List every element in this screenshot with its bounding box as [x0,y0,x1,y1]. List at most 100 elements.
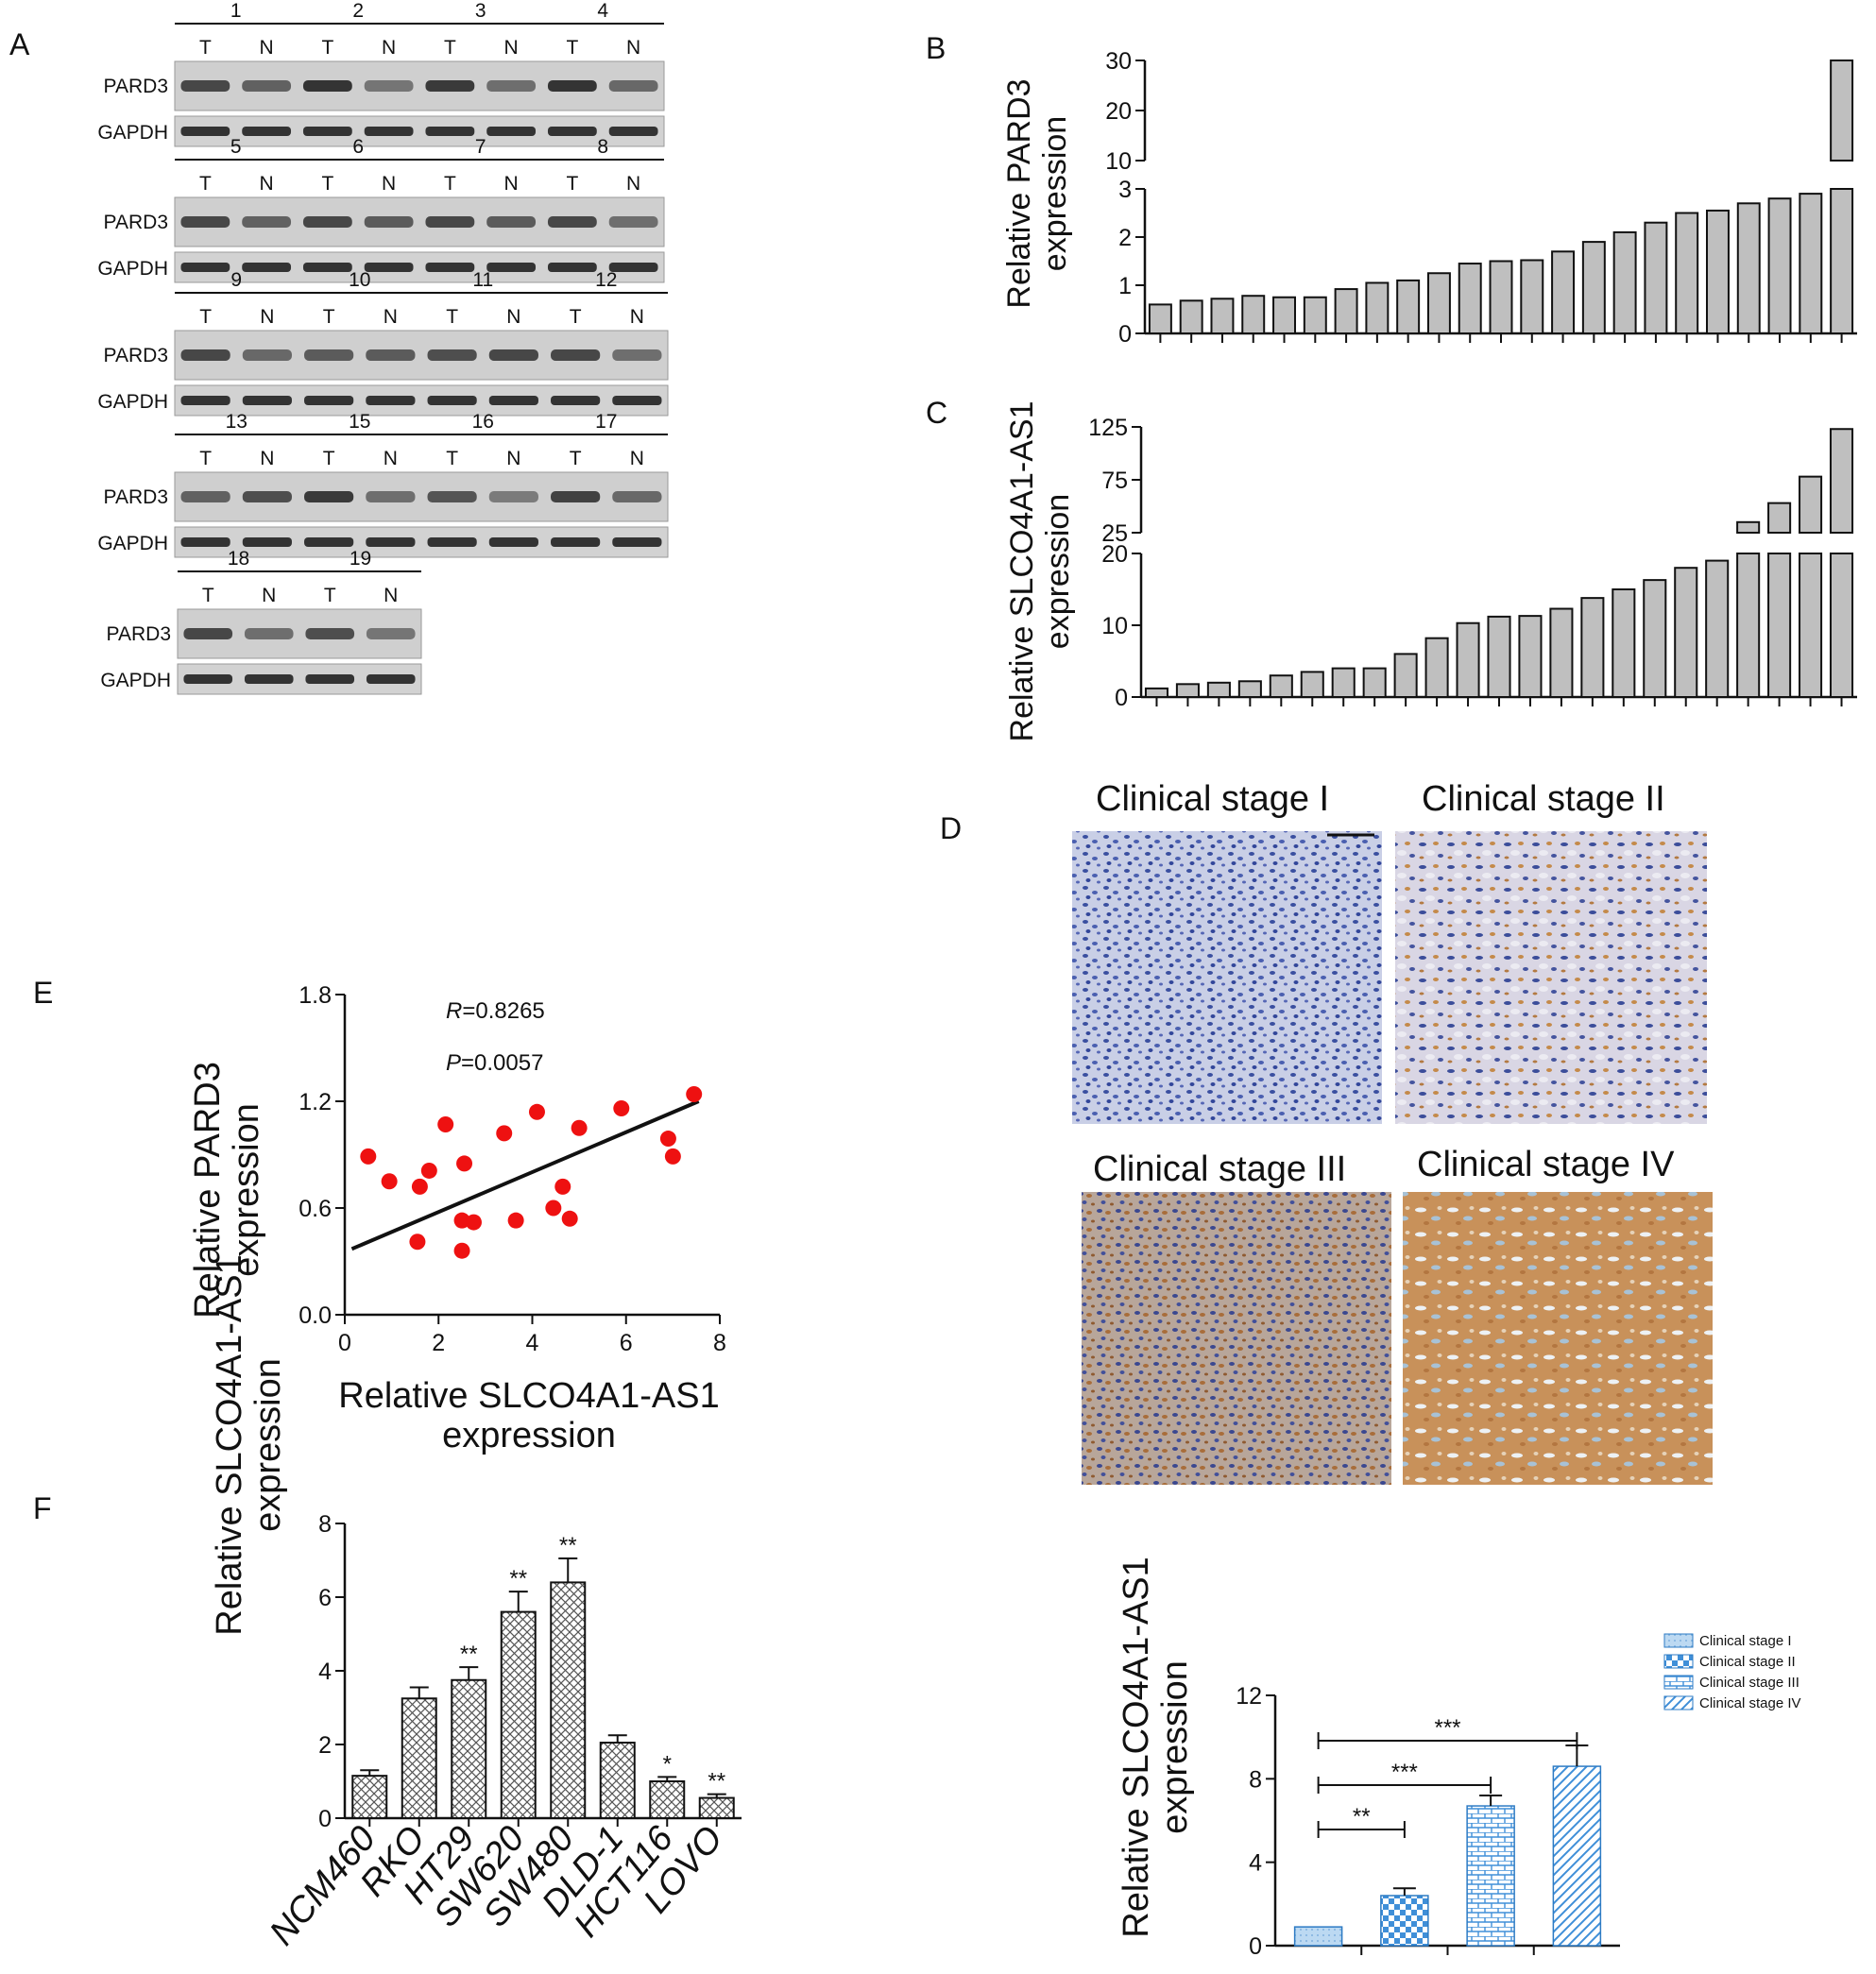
panel-label-b: B [926,31,946,65]
scatter-ylabel: Relative PARD3 [188,1062,228,1319]
blot-gapdh-label: GAPDH [97,533,168,554]
significance-star: ** [460,1642,478,1667]
blot-sample-number: 2 [352,0,364,22]
bar-lower-segment [1829,553,1854,698]
y-tick-label: 4 [1249,1850,1262,1877]
blot-sample-number: 17 [595,411,617,433]
blot-lane-tumor: T [570,448,582,469]
blot-gapdh-band [242,127,292,136]
blot-pard3-band [612,491,662,502]
blot-lane-tumor: T [323,306,335,328]
blot-pard3-band [612,349,662,361]
blot-pard3-band [302,80,352,92]
x-tick-label: 6 [620,1330,633,1356]
scatter-point [545,1200,562,1217]
blot-lane-tumor: T [199,306,212,328]
bar-cell-line [401,1697,437,1819]
legend-entry: Clinical stage IV [1699,1695,1801,1711]
bar [1706,209,1730,334]
bar [1518,615,1543,698]
blot-pard3-band [244,628,294,639]
blot-lane-normal: N [626,37,640,59]
blot-gapdh-band [304,396,354,405]
y-tick-label: 12 [1236,1683,1262,1710]
bar [1179,299,1203,335]
blot-sample-number: 11 [472,269,493,291]
blot-gapdh-band [180,127,230,136]
bar [1581,241,1606,335]
bar [1736,202,1761,334]
blot-pard3-band [608,216,658,228]
blot-sample-number: 19 [350,548,371,570]
bar [1269,674,1293,699]
scatter-xlabel-2: expression [442,1416,616,1455]
blot-sample-number: 4 [597,0,608,22]
bar-upper-segment [1830,60,1854,162]
legend-swatch [1663,1654,1694,1669]
cellline-ylabel: Relative SLCO4A1-AS1 [210,1254,249,1635]
scatter-point [664,1148,681,1165]
blot-pard3-band [180,349,230,361]
blot-sample-number: 6 [352,136,364,158]
significance-star: ** [708,1769,725,1795]
x-tick-label: 2 [432,1330,445,1356]
blot-sample-number: 8 [597,136,608,158]
ihc-image-stage-1 [1072,831,1382,1124]
blot-sample-number: 9 [230,269,242,291]
blot-sample-number: 7 [475,136,486,158]
blot-gapdh-band [366,674,416,684]
scatter-r-annotation: R=0.8265 [446,998,545,1024]
ihc-title-1: Clinical stage I [1096,779,1329,819]
blot-sample-number: 16 [472,411,494,433]
blot-pard3-band [551,349,601,361]
bar [1241,295,1266,334]
panel-label-d: D [940,811,962,845]
bar-cell-line [500,1610,537,1819]
bar [1458,263,1482,334]
significance-label: *** [1434,1715,1460,1741]
blot-pard3-band [242,80,292,92]
bar [1767,197,1792,334]
bar [1148,303,1172,334]
scatter-point [420,1162,437,1179]
blot-gapdh-band [486,127,537,136]
slco4a1-ylabel: Relative SLCO4A1-AS1 [1004,401,1040,742]
blot-lane-normal: N [504,173,519,195]
blot-gapdh-band [427,396,477,405]
blot-gapdh-band [242,263,292,272]
bar-stage [1380,1895,1429,1947]
blot-gapdh-band [425,263,475,272]
blot-gapdh-band [608,127,658,136]
blot-gapdh-band [612,537,662,547]
regression-line [350,1099,700,1251]
scatter-xlabel: Relative SLCO4A1-AS1 [338,1376,719,1416]
bar [1551,250,1576,334]
blot-pard3-band [242,491,292,502]
y-tick-label: 0.6 [298,1196,332,1222]
bar [1393,653,1418,699]
y-tick-label: 20 [1101,541,1128,568]
pard3-ylabel-2: expression [1037,116,1073,271]
y-tick-label: 0 [318,1806,332,1832]
scatter-point [360,1148,377,1165]
blot-sample-number: 13 [226,411,247,433]
significance-star: * [663,1751,672,1777]
stage-ylabel: Relative SLCO4A1-AS1 [1117,1557,1156,1937]
blot-gapdh-band [366,396,416,405]
blot-gapdh-band [551,537,601,547]
blot-gapdh-band [486,263,537,272]
blot-lane-tumor: T [570,306,582,328]
bar [1362,667,1387,698]
blot-gapdh-band [547,127,597,136]
blot-lane-normal: N [630,306,644,328]
blot-lane-normal: N [384,448,398,469]
y-tick-label: 2 [318,1732,332,1759]
blot-lane-tumor: T [199,448,212,469]
blot-lane-tumor: T [323,448,335,469]
panel-label-a: A [9,27,30,61]
bar [1396,279,1421,334]
blot-lane-normal: N [260,448,274,469]
bar-upper-segment [1736,520,1761,534]
blot-sample-number: 12 [595,269,617,291]
pard3-expression-chart: Relative PARD3 expression 0 1 2 310 20 30 [1001,48,1857,348]
